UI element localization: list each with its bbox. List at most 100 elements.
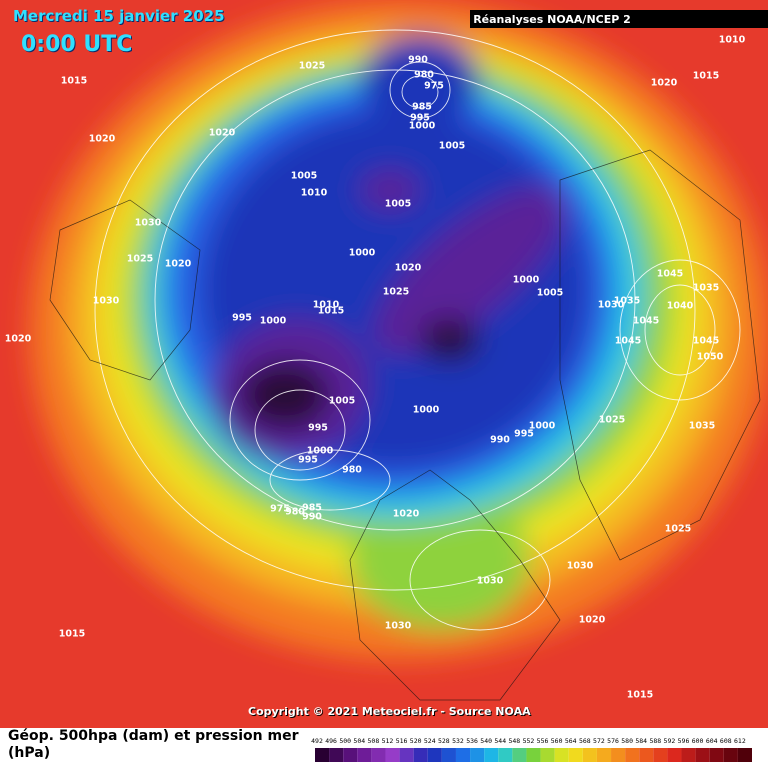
scale-label: 608	[720, 737, 732, 745]
isobar-label: 980	[342, 465, 362, 476]
isobar-label: 1015	[318, 306, 344, 317]
isobar-label: 1000	[349, 248, 376, 259]
isobar-label: 1010	[313, 300, 340, 311]
isobar-label: 990	[408, 55, 428, 66]
title: Mercredi 15 janvier 2025	[13, 7, 225, 25]
isobar-label: 990	[490, 435, 510, 446]
time-shadow: 0:00 UTC	[22, 33, 133, 58]
copyright-shadow: Copyright © 2021 Meteociel.fr - Source N…	[249, 706, 532, 719]
isobar-label: 1000	[307, 446, 334, 457]
scale-swatch	[625, 748, 640, 762]
scale-swatch	[357, 748, 372, 762]
isobar-label: 1030	[598, 300, 625, 311]
scale-label: 544	[494, 737, 506, 745]
isobar-label: 1005	[329, 396, 355, 407]
scale-label: 592	[664, 737, 676, 745]
isobar-label: 1035	[614, 296, 640, 307]
isobar-label: 1030	[567, 561, 594, 572]
scale-label: 556	[537, 737, 549, 745]
isobar-label: 1025	[299, 61, 325, 72]
scale-label: 536	[466, 737, 478, 745]
isobar-label: 1020	[579, 615, 606, 626]
isobar-label: 1025	[665, 524, 691, 535]
isobar-label: 1000	[409, 121, 436, 132]
isobar-label: 1005	[439, 141, 465, 152]
scale-swatch	[470, 748, 485, 762]
isobar-label: 1000	[529, 421, 556, 432]
scale-label: 604	[706, 737, 718, 745]
isobar-label: 1045	[657, 269, 683, 280]
isobar-label: 995	[232, 313, 252, 324]
isobar-label: 1025	[599, 415, 625, 426]
isobar-label: 995	[308, 423, 328, 434]
scale-label: 568	[579, 737, 591, 745]
isobar-label: 980	[414, 70, 434, 81]
isobar-label: 1020	[89, 134, 116, 145]
geopotential-field	[30, 0, 768, 660]
scale-swatch	[329, 748, 344, 762]
isobar-label: 1015	[693, 71, 719, 82]
scale-swatch	[681, 748, 696, 762]
isobar-label: 1020	[393, 509, 420, 520]
scale-swatch	[554, 748, 569, 762]
scale-swatch	[455, 748, 471, 762]
scale-label: 532	[452, 737, 464, 745]
scale-swatch	[568, 748, 583, 762]
scale-label: 496	[325, 737, 337, 745]
scale-label: 588	[649, 737, 661, 745]
source: Réanalyses NOAA/NCEP 2	[473, 13, 631, 26]
isobar-label: 1005	[537, 288, 563, 299]
isobar-lines	[94, 29, 741, 631]
isobar-label: 1025	[127, 254, 153, 265]
scale-label: 600	[692, 737, 704, 745]
isobar-label: 995	[410, 113, 430, 124]
scale-label: 552	[523, 737, 535, 745]
isobar-label: 975	[270, 504, 290, 515]
scale-swatch	[498, 748, 513, 762]
scale-label: 612	[734, 737, 746, 745]
isobar-label: 1045	[633, 316, 659, 327]
scale-label: 524	[424, 737, 436, 745]
scale-swatch	[611, 748, 626, 762]
scale-swatch	[385, 748, 400, 762]
scale-swatch	[723, 748, 738, 762]
scale-swatch	[653, 748, 668, 762]
isobar-label: 1030	[135, 218, 162, 229]
scale-label: 560	[551, 737, 563, 745]
scale-label: 516	[396, 737, 408, 745]
isobar-label: 1015	[59, 629, 85, 640]
isobar-label: 1000	[260, 316, 287, 327]
legend-title: Géop. 500hpa (dam) et pression mer (hPa)	[8, 728, 299, 761]
isobar-label: 980	[285, 507, 305, 518]
isobar-label: 985	[412, 102, 432, 113]
scale-swatch	[737, 748, 752, 762]
isobar-label: 1035	[689, 421, 715, 432]
scale-swatch	[667, 748, 682, 762]
copyright: Copyright © 2021 Meteociel.fr - Source N…	[248, 705, 531, 718]
title-shadow: Mercredi 15 janvier 2025	[14, 8, 226, 26]
isobar-label: 1045	[693, 336, 719, 347]
time: 0:00 UTC	[21, 32, 132, 57]
isobar-label: 1020	[165, 259, 192, 270]
isobar-label: 1015	[627, 690, 653, 701]
scale-swatch	[371, 748, 386, 762]
isobar-label: 1005	[291, 171, 317, 182]
scale-label: 512	[382, 737, 394, 745]
isobar-label: 985	[302, 503, 322, 514]
scale-swatch	[399, 748, 414, 762]
isobar-label: 1030	[385, 621, 412, 632]
scale-label: 508	[368, 737, 380, 745]
scale-swatch	[413, 748, 428, 762]
scale-label: 572	[593, 737, 605, 745]
scale-label: 580	[621, 737, 633, 745]
scale-label: 528	[438, 737, 450, 745]
scale-label: 548	[508, 737, 520, 745]
isobar-label: 975	[424, 81, 444, 92]
isobar-label: 1015	[61, 76, 87, 87]
coastlines	[49, 149, 761, 701]
scale-swatch	[315, 748, 330, 762]
isobar-label: 995	[298, 455, 318, 466]
